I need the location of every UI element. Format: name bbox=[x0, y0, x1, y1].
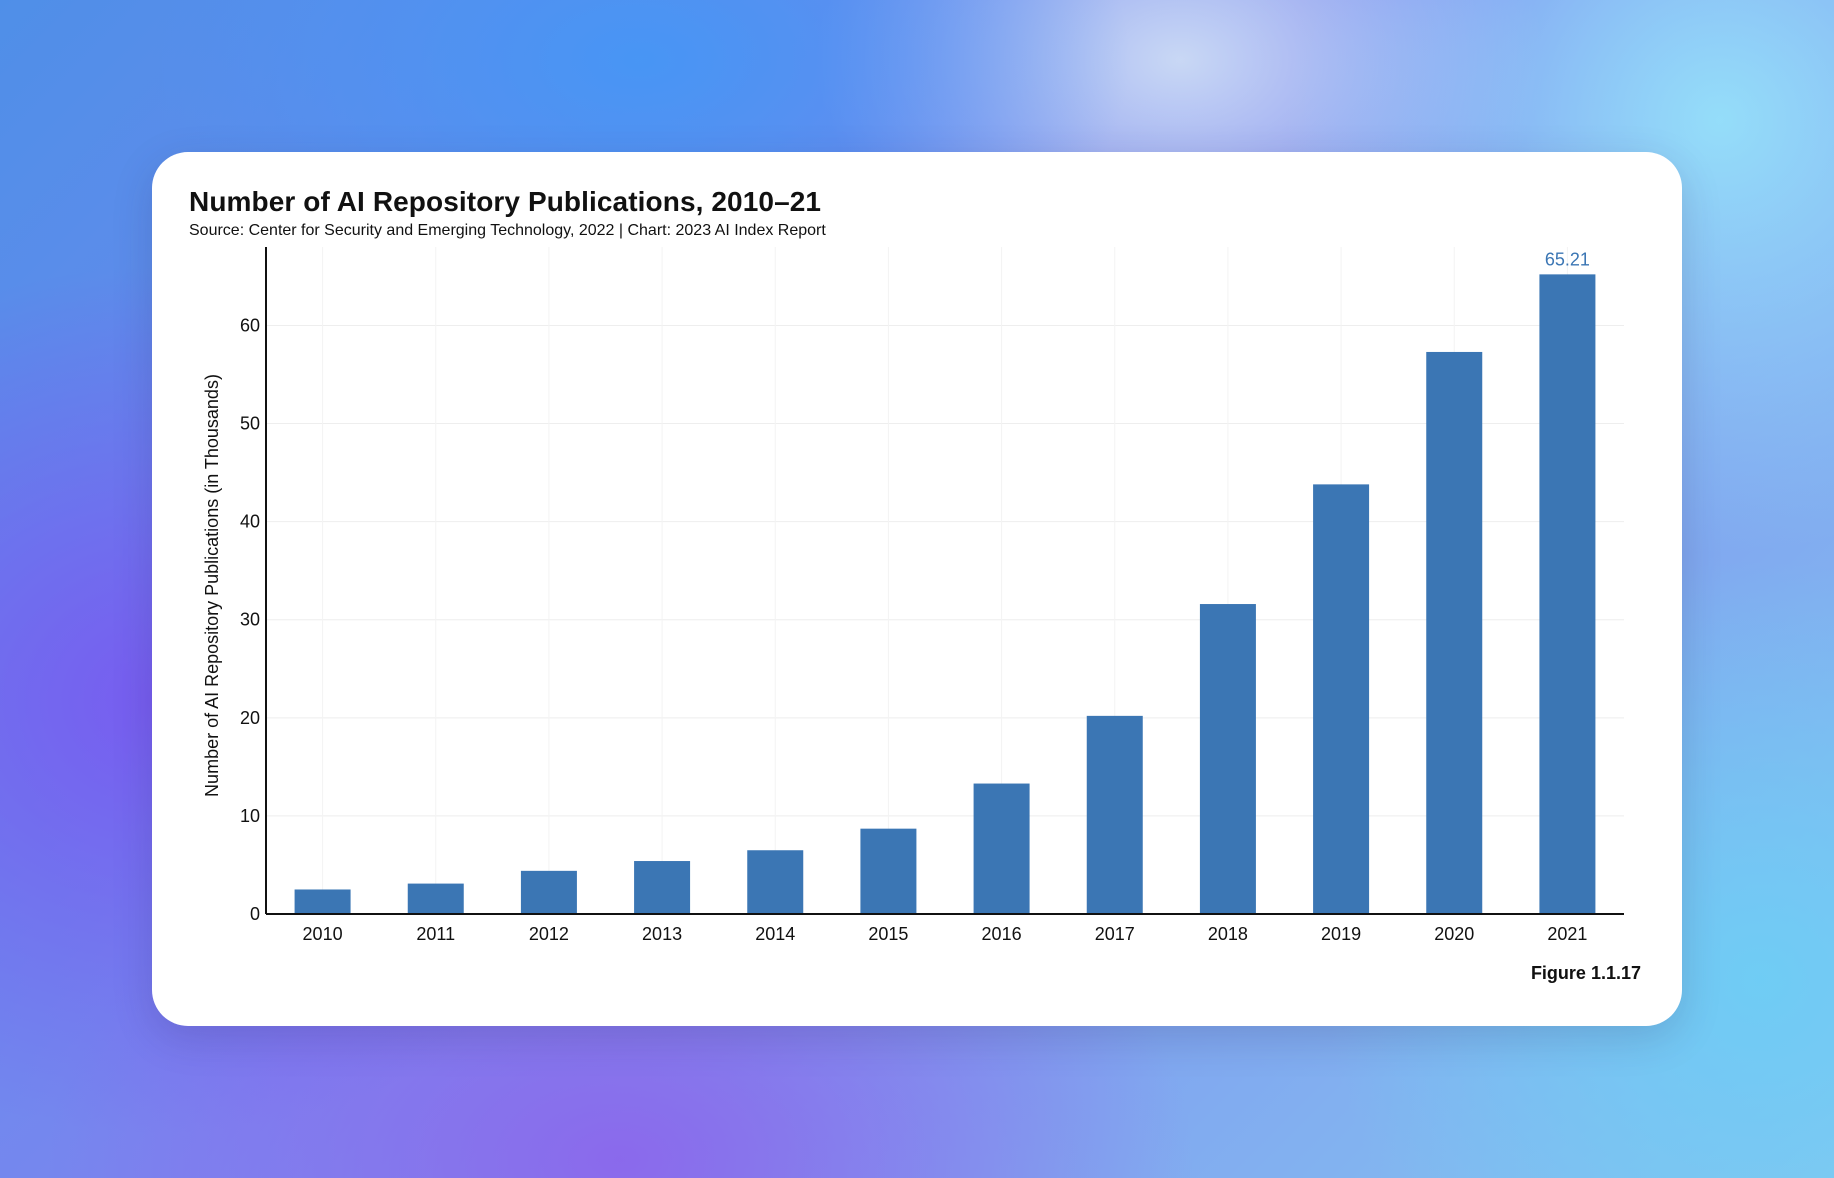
bar-2017 bbox=[1086, 715, 1143, 914]
y-tick-label: 0 bbox=[250, 904, 260, 924]
x-tick-label: 2017 bbox=[1095, 924, 1135, 944]
x-tick-label: 2021 bbox=[1547, 924, 1587, 944]
chart-card: Number of AI Repository Publications, 20… bbox=[152, 152, 1682, 1026]
data-label-2021: 65.21 bbox=[1545, 249, 1590, 269]
bar-chart: 0 10 20 30 40 50 60 2010 2011 2012 2013 2014 2015 201… bbox=[202, 247, 1624, 944]
x-tick-label: 2011 bbox=[416, 924, 455, 944]
x-tick-label: 2020 bbox=[1434, 924, 1474, 944]
y-tick-label: 30 bbox=[240, 610, 260, 630]
bar-2014 bbox=[747, 850, 804, 914]
x-tick-label: 2016 bbox=[982, 924, 1022, 944]
bar-2021 bbox=[1539, 274, 1596, 915]
x-tick-label: 2018 bbox=[1208, 924, 1248, 944]
x-tick-label: 2010 bbox=[303, 924, 343, 944]
bar-2010 bbox=[294, 889, 351, 914]
bar-2019 bbox=[1313, 484, 1370, 914]
x-tick-label: 2012 bbox=[529, 924, 569, 944]
y-tick-label: 40 bbox=[240, 512, 260, 532]
y-tick-label: 10 bbox=[240, 806, 260, 826]
y-axis-title: Number of AI Repository Publications (in… bbox=[202, 374, 222, 797]
bar-2011 bbox=[407, 883, 464, 914]
chart-title: Number of AI Repository Publications, 20… bbox=[189, 186, 822, 217]
x-tick-label: 2019 bbox=[1321, 924, 1361, 944]
y-tick-label: 60 bbox=[240, 315, 260, 335]
bar-2012 bbox=[520, 870, 577, 914]
x-tick-label: 2013 bbox=[642, 924, 682, 944]
x-tick-label: 2014 bbox=[755, 924, 795, 944]
bar-2013 bbox=[634, 861, 691, 914]
chart-subtitle: Source: Center for Security and Emerging… bbox=[189, 222, 826, 239]
x-tick-label: 2015 bbox=[868, 924, 908, 944]
bar-2020 bbox=[1426, 351, 1483, 914]
bar-2018 bbox=[1199, 604, 1256, 914]
y-tick-label: 20 bbox=[240, 708, 260, 728]
y-tick-label: 50 bbox=[240, 414, 260, 434]
bar-2015 bbox=[860, 828, 917, 914]
figure-label: Figure 1.1.17 bbox=[1530, 963, 1641, 983]
bar-2016 bbox=[973, 783, 1030, 914]
